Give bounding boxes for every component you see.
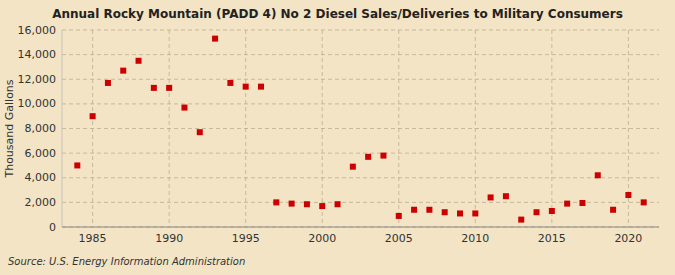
- y-tick-label: 8,000: [25, 122, 57, 135]
- y-grid-line: [62, 79, 659, 80]
- y-tick-label: 0: [49, 221, 56, 234]
- y-tick-label: 6,000: [25, 147, 57, 160]
- y-tick-label: 12,000: [18, 73, 57, 86]
- point: [595, 172, 601, 178]
- x-grid-line: [322, 30, 323, 227]
- x-grid-line: [169, 30, 170, 227]
- y-grid-line: [62, 128, 659, 129]
- point: [273, 199, 279, 205]
- point: [166, 85, 172, 91]
- point: [472, 210, 478, 216]
- point: [579, 200, 585, 206]
- x-tick-label: 1990: [155, 232, 183, 245]
- point: [90, 113, 96, 119]
- point: [243, 84, 249, 90]
- point: [503, 193, 509, 199]
- x-tick-label: 2010: [461, 232, 489, 245]
- point: [227, 80, 233, 86]
- point: [411, 207, 417, 213]
- x-grid-line: [475, 30, 476, 227]
- point: [625, 192, 631, 198]
- grid: [62, 30, 659, 227]
- y-grid-line: [62, 54, 659, 55]
- y-tick-label: 14,000: [18, 48, 57, 61]
- point: [197, 129, 203, 135]
- point: [74, 162, 80, 168]
- title: Annual Rocky Mountain (PADD 4) No 2 Dies…: [52, 7, 623, 21]
- y-grid-line: [62, 103, 659, 104]
- x-grid-line: [92, 30, 93, 227]
- y-grid-line: [62, 227, 659, 228]
- y-tick-label: 2,000: [25, 196, 57, 209]
- point: [350, 164, 356, 170]
- point: [549, 208, 555, 214]
- x-grid-line: [398, 30, 399, 227]
- x-tick-label: 2020: [614, 232, 642, 245]
- y-tick-label: 10,000: [18, 97, 57, 110]
- x-tick-label: 1995: [232, 232, 260, 245]
- x-tick-label: 2015: [538, 232, 566, 245]
- point: [136, 58, 142, 64]
- point: [181, 105, 187, 111]
- point: [534, 209, 540, 215]
- x-axis-line: [62, 227, 659, 228]
- point: [518, 217, 524, 223]
- point: [426, 207, 432, 213]
- background: [0, 0, 675, 275]
- point: [151, 85, 157, 91]
- point: [212, 36, 218, 42]
- point: [641, 199, 647, 205]
- x-tick-label: 1985: [79, 232, 107, 245]
- point: [289, 201, 295, 207]
- y-tick-label: 4,000: [25, 171, 57, 184]
- point: [258, 84, 264, 90]
- y-axis-label: Thousand Gallons: [3, 79, 16, 178]
- point: [564, 201, 570, 207]
- point: [319, 203, 325, 209]
- point: [488, 194, 494, 200]
- y-tick-label: 16,000: [18, 24, 57, 37]
- point: [105, 80, 111, 86]
- x-grid-line: [245, 30, 246, 227]
- x-tick-label: 2005: [385, 232, 413, 245]
- x-grid-line: [551, 30, 552, 227]
- y-grid-line: [62, 153, 659, 154]
- point: [335, 201, 341, 207]
- points: [74, 36, 646, 223]
- point: [442, 209, 448, 215]
- chart: 0 2,000 4,000 6,000 8,000 10,000 12,000 14,000 1…: [0, 0, 675, 275]
- y-axis-line: [62, 30, 63, 227]
- point: [610, 207, 616, 213]
- x-tick-label: 2000: [308, 232, 336, 245]
- source-note: Source: U.S. Energy Information Administ…: [8, 256, 245, 267]
- point: [365, 154, 371, 160]
- point: [396, 213, 402, 219]
- point: [380, 153, 386, 159]
- y-grid-line: [62, 30, 659, 31]
- axes: 0 2,000 4,000 6,000 8,000 10,000 12,000 14,000 1…: [18, 24, 660, 246]
- point: [457, 210, 463, 216]
- y-grid-line: [62, 177, 659, 178]
- point: [120, 68, 126, 74]
- point: [304, 201, 310, 207]
